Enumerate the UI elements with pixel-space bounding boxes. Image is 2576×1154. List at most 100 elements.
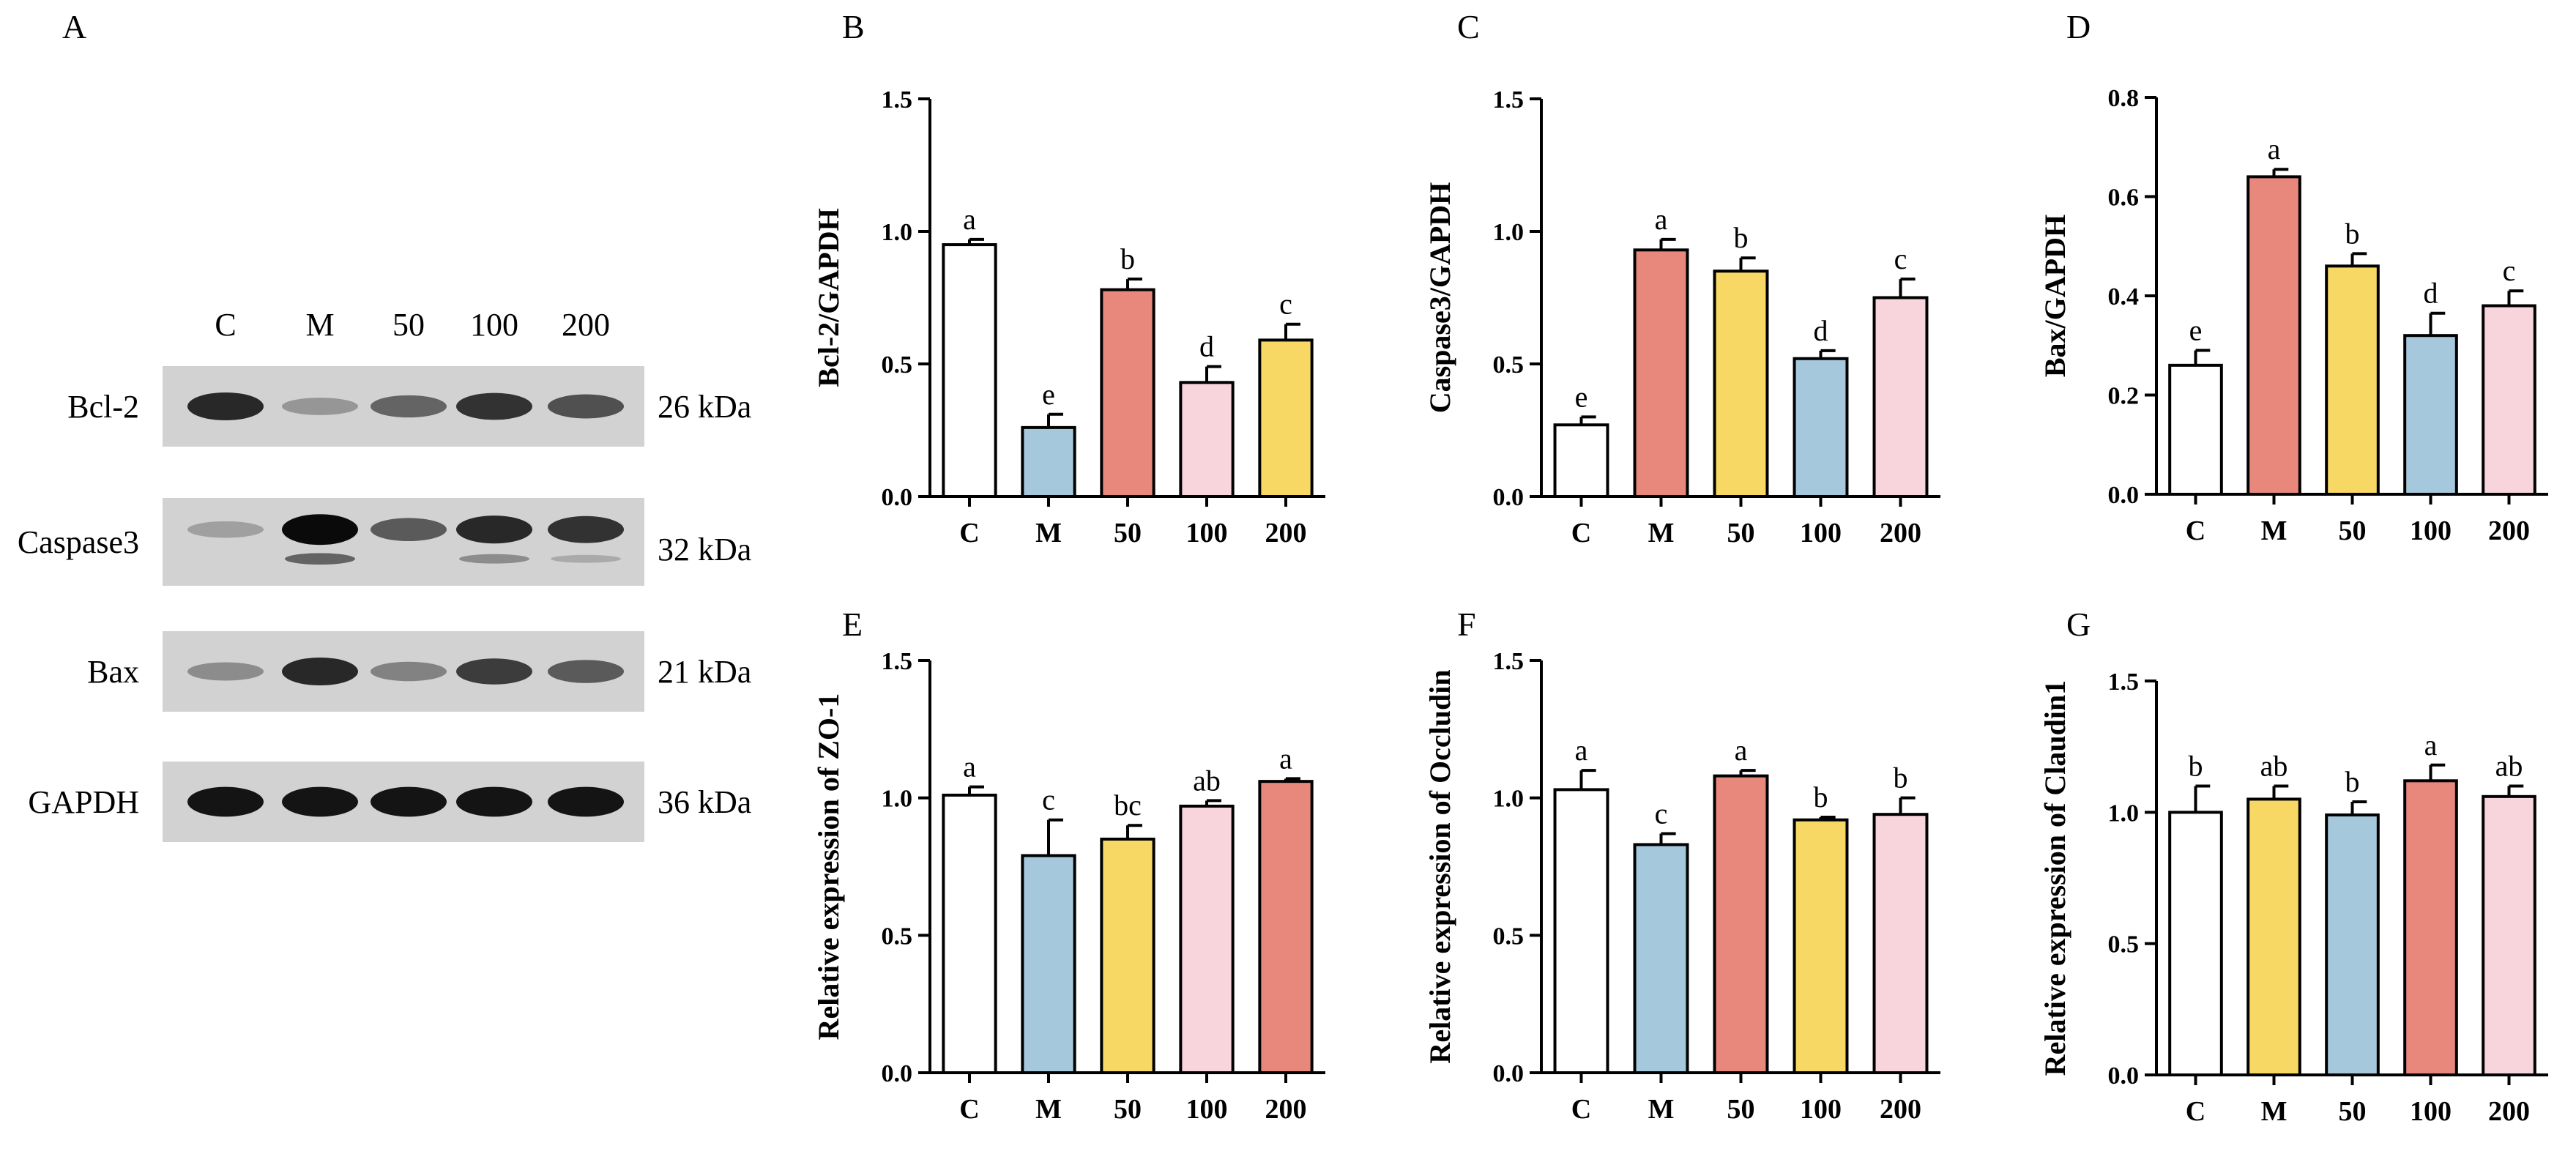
significance-letter: c	[1894, 242, 1907, 275]
x-tick-label: 200	[1880, 518, 1921, 548]
significance-letter: a	[1575, 734, 1588, 767]
significance-letter: a	[2268, 133, 2281, 165]
x-tick-label: 200	[1265, 1094, 1307, 1125]
bar-c	[1553, 788, 1609, 1074]
blot-row-bax: Bax 21 kDa	[87, 631, 751, 712]
bar-c	[2168, 811, 2223, 1077]
x-tick-label: M	[2261, 515, 2287, 546]
significance-letter: ab	[2260, 749, 2288, 782]
y-tick-label: 1.5	[882, 86, 913, 113]
significance-letter: a	[963, 203, 976, 236]
blot-band	[456, 392, 532, 420]
x-tick-label: 200	[2488, 515, 2530, 546]
x-tick-label: 50	[1727, 518, 1755, 548]
significance-letter: d	[1814, 314, 1828, 347]
blot-band	[371, 395, 447, 418]
significance-letter: b	[1734, 221, 1749, 254]
x-tick-label: 200	[1265, 518, 1307, 548]
y-tick-label: 0.2	[2108, 383, 2140, 410]
bar-m	[2246, 175, 2301, 496]
x-tick-label: C	[959, 1094, 979, 1125]
blot-band	[187, 521, 264, 538]
x-tick-label: 50	[1114, 518, 1142, 548]
protein-label: Bax	[87, 654, 139, 690]
significance-letter: ab	[2495, 749, 2523, 782]
y-axis-label: Relative expression of Claudin1	[2039, 680, 2071, 1076]
bar-100	[1179, 381, 1235, 499]
bar-200	[1872, 296, 1929, 498]
kda-label: 36 kDa	[658, 784, 751, 820]
blot-band	[371, 786, 447, 817]
bar-c	[1553, 423, 1609, 499]
y-tick-label: 1.5	[1493, 648, 1525, 675]
bar-c	[942, 793, 997, 1074]
lane-label: C	[215, 307, 236, 343]
blot-band	[282, 786, 358, 817]
lane-label: M	[305, 307, 334, 343]
blot-band	[187, 662, 264, 681]
panel-letter: C	[1457, 8, 1480, 45]
panel-letter: E	[842, 606, 863, 643]
blot-band	[282, 657, 358, 686]
y-tick-label: 1.5	[2108, 669, 2140, 696]
significance-letter: c	[1279, 288, 1292, 321]
y-tick-label: 0.5	[882, 923, 913, 950]
y-tick-label: 0.5	[882, 351, 913, 379]
significance-letter: b	[1120, 242, 1135, 275]
bar-200	[1872, 813, 1929, 1074]
significance-letter: a	[1655, 203, 1668, 236]
y-axis-label: Caspase3/GAPDH	[1423, 182, 1456, 414]
significance-letter: b	[2345, 217, 2360, 250]
y-tick-label: 1.0	[882, 786, 913, 813]
significance-letter: a	[1735, 734, 1748, 767]
bar-m	[1021, 425, 1076, 499]
significance-letter: e	[2189, 314, 2203, 347]
y-tick-label: 0.5	[1493, 351, 1525, 379]
chart-g: G 0.0 0.5 1.0 1.5 Relative expression of Clau…	[2039, 606, 2548, 1127]
x-tick-label: 100	[1800, 518, 1842, 548]
lane-label: 100	[470, 307, 518, 343]
y-axis-label: Bax/GAPDH	[2039, 215, 2071, 377]
protein-label: Caspase3	[18, 524, 139, 560]
y-tick-label: 1.5	[1493, 86, 1525, 113]
chart-e: E 0.0 0.5 1.0 1.5 Relative expression of ZO-1…	[812, 606, 1325, 1125]
bar-100	[2403, 334, 2458, 496]
bar-100	[1179, 804, 1235, 1074]
panel-letter-a: A	[62, 8, 86, 45]
x-tick-label: 100	[2410, 515, 2452, 546]
significance-letter: b	[2189, 749, 2203, 782]
bar-200	[2482, 794, 2536, 1077]
chart-d: D 0.0 0.2 0.4 0.6 0.8 Bax/GAPDH e Ca Mb 50 d 100 c 200	[2039, 8, 2548, 546]
kda-label: 26 kDa	[658, 389, 751, 425]
bar-m	[1021, 854, 1076, 1075]
x-tick-label: 200	[1880, 1094, 1921, 1125]
y-tick-label: 0.0	[882, 484, 913, 511]
x-tick-label: C	[2186, 1096, 2205, 1127]
western-blot-panel: A C M 50 100 200 Bcl-2 26 kDa Caspase3 32 k…	[18, 8, 751, 842]
x-tick-label: 50	[1727, 1094, 1755, 1125]
bar-m	[1633, 248, 1689, 498]
blot-band	[282, 398, 358, 415]
blot-band-lower	[459, 554, 529, 564]
significance-letter: b	[2345, 765, 2360, 798]
y-tick-label: 0.4	[2108, 283, 2140, 310]
x-tick-label: M	[1648, 1094, 1675, 1125]
panel-letter: F	[1457, 606, 1476, 643]
x-tick-label: 50	[2339, 1096, 2367, 1127]
y-tick-label: 0.0	[882, 1060, 913, 1087]
significance-letter: ab	[1193, 764, 1221, 797]
significance-letter: a	[963, 751, 976, 783]
x-tick-label: C	[1571, 1094, 1591, 1125]
y-tick-label: 1.5	[882, 648, 913, 675]
bar-100	[1793, 818, 1849, 1075]
bar-200	[1258, 780, 1314, 1074]
significance-letter: d	[1199, 330, 1214, 363]
x-tick-label: 100	[2410, 1096, 2452, 1127]
bar-100	[2403, 779, 2458, 1076]
blot-band	[548, 515, 624, 543]
x-tick-label: M	[1035, 518, 1062, 548]
bar-50	[1100, 288, 1155, 498]
panel-letter: G	[2066, 606, 2091, 643]
chart-f: F 0.0 0.5 1.0 1.5 Relative expression of Occl…	[1423, 606, 1940, 1125]
